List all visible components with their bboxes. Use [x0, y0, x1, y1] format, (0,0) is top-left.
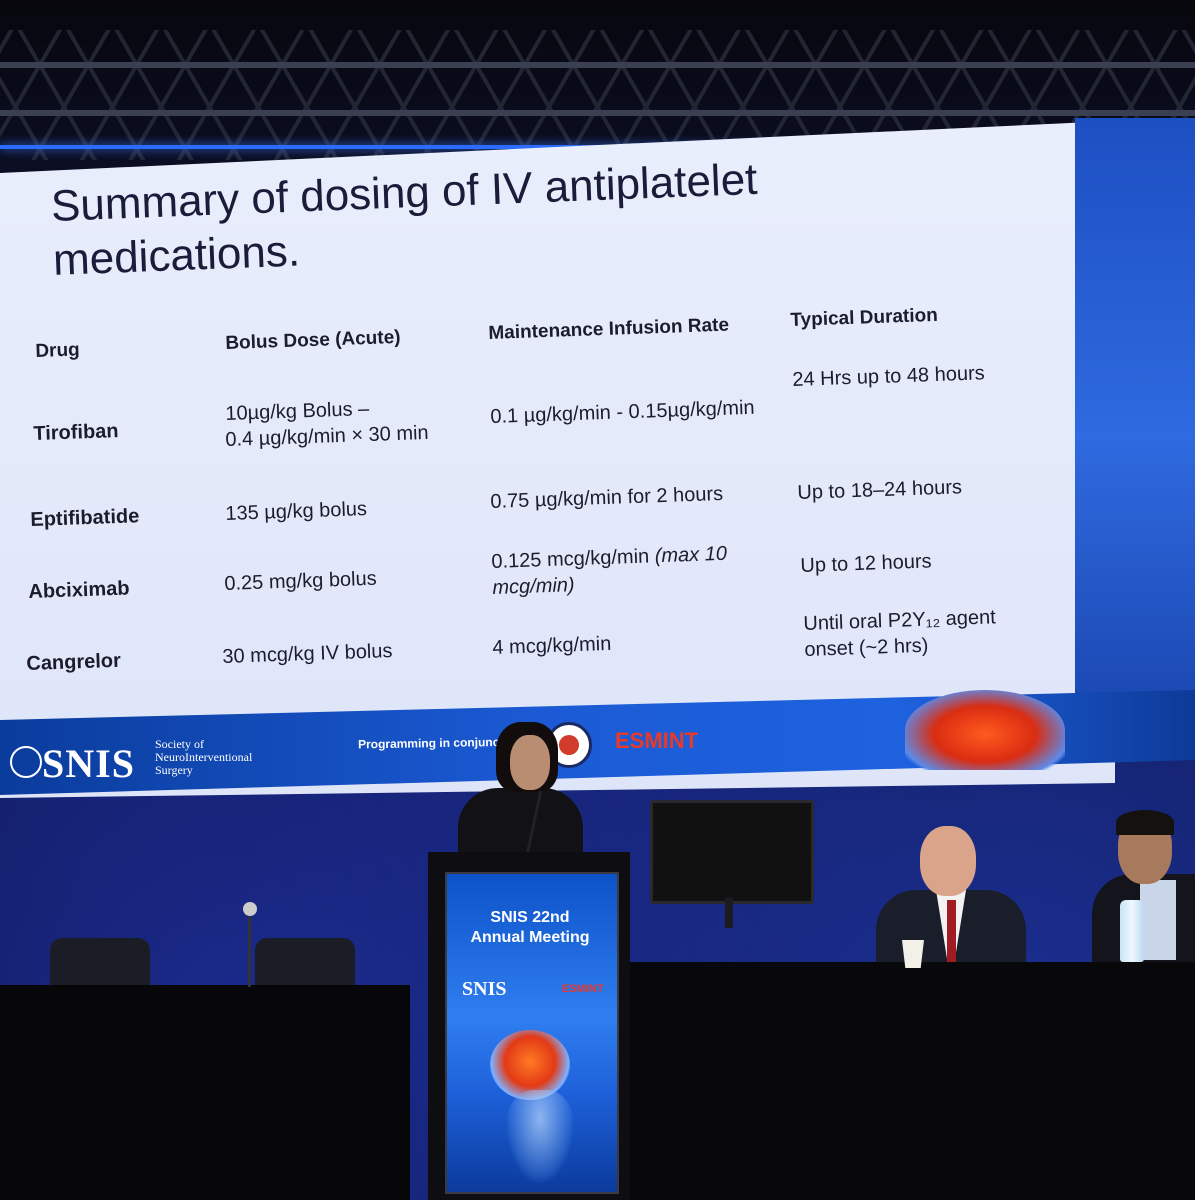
screen-side-panel: [1075, 118, 1195, 758]
panelist-1-tie: [947, 900, 956, 962]
table-microphone-stand: [248, 905, 251, 987]
brain-graphic: [905, 690, 1065, 770]
microphone-icon: [243, 902, 257, 916]
row-abciximab-drug: Abciximab: [28, 577, 130, 603]
row-cangrelor-duration-line2: onset (~2 hrs): [804, 634, 929, 661]
podium-title: SNIS 22nd Annual Meeting: [450, 908, 610, 948]
podium-snis-logo: SNIS: [462, 978, 507, 1000]
row-abciximab-duration: Up to 12 hours: [800, 550, 932, 577]
snis-subtitle-line2: NeuroInterventional: [155, 750, 253, 764]
row-eptifibatide-drug: Eptifibatide: [30, 505, 140, 531]
row-cangrelor-drug: Cangrelor: [26, 649, 122, 675]
truss-bar-top: [0, 62, 1195, 68]
row-eptifibatide-bolus: 135 µg/kg bolus: [225, 498, 368, 525]
panelist-2-hair: [1116, 810, 1174, 835]
panel-table-right: [630, 962, 1195, 1200]
esmint-logo: ESMINT: [615, 728, 699, 753]
truss-bar-bottom: [0, 110, 1195, 116]
monitor-stand: [725, 898, 733, 928]
paper-cup: [902, 940, 924, 968]
row-cangrelor-maintenance: 4 mcg/kg/min: [492, 632, 612, 659]
panelist-1-head: [920, 826, 976, 896]
snis-subtitle-line3: Surgery: [155, 763, 193, 777]
row-abciximab-maintenance-max: (max 10: [654, 542, 728, 568]
panel-table-left: [0, 985, 410, 1200]
header-drug: Drug: [35, 339, 81, 362]
podium-title-line1: SNIS 22nd: [490, 909, 570, 926]
projection-screen: [0, 118, 1195, 798]
row-abciximab-maintenance-rate: 0.125 mcg/kg/min: [491, 545, 656, 573]
speaker-face: [510, 735, 550, 790]
podium-title-line2: Annual Meeting: [470, 929, 590, 946]
podium-brain-graphic: [490, 1030, 570, 1100]
snis-subtitle: Society of NeuroInterventional Surgery: [155, 738, 252, 777]
snis-subtitle-line1: Society of: [155, 737, 204, 751]
panelist-2-shirt: [1140, 880, 1176, 960]
podium-esmint-logo: ESMINT: [562, 983, 604, 995]
confidence-monitor: [650, 800, 814, 904]
chair-left: [50, 938, 150, 993]
row-abciximab-maintenance-unit: mcg/min): [492, 574, 575, 599]
podium-skull-graphic: [505, 1090, 575, 1185]
snis-logo: SNIS: [42, 741, 135, 786]
chair-right: [255, 938, 355, 993]
snis-emblem-icon: [10, 746, 42, 778]
water-bottle: [1120, 900, 1144, 962]
row-tirofiban-bolus-line1: 10µg/kg Bolus –: [225, 397, 370, 425]
header-duration: Typical Duration: [790, 304, 939, 331]
row-tirofiban-drug: Tirofiban: [33, 420, 119, 445]
